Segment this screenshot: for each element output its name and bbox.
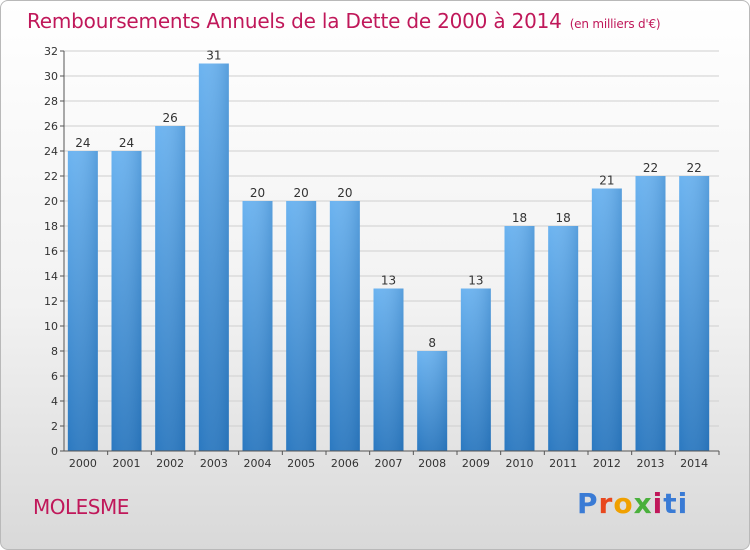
x-tick-label: 2013 [637,457,665,470]
x-tick-label: 2011 [549,457,577,470]
bar-shade [591,188,622,451]
bar-shade [155,126,186,451]
bar-shade [67,151,98,451]
data-label: 18 [556,211,571,225]
x-tick-label: 2010 [506,457,534,470]
x-tick-label: 2004 [244,457,272,470]
y-tick-label: 4 [51,395,58,408]
x-tick-label: 2006 [331,457,359,470]
y-tick-label: 20 [44,195,58,208]
brand-logo: Proxiti [577,487,688,520]
data-label: 8 [428,336,436,350]
bar-shade [242,201,273,451]
bar-shade [504,226,535,451]
x-tick-label: 2014 [680,457,708,470]
y-tick-label: 0 [51,445,58,458]
y-tick-label: 30 [44,70,58,83]
bar-shade [417,351,448,451]
x-tick-label: 2012 [593,457,621,470]
y-tick-label: 12 [44,295,58,308]
data-label: 20 [294,186,309,200]
bar-shade [198,63,229,451]
chart-title-text: Remboursements Annuels de la Dette de 20… [27,9,562,33]
y-tick-label: 6 [51,370,58,383]
brand-letter: i [652,487,664,520]
bar-shade [460,288,491,451]
chart-subtitle: (en milliers d'€) [569,17,661,31]
x-tick-label: 2005 [287,457,315,470]
data-label: 20 [250,186,265,200]
data-label: 22 [643,161,658,175]
y-tick-label: 28 [44,95,58,108]
bar-layer: 24 24 26 31 20 20 20 13 8 13 18 18 21 22 22 [67,49,710,451]
brand-letter: t [663,487,678,520]
y-tick-label: 24 [44,145,58,158]
bar-shade [679,176,710,451]
data-label: 20 [337,186,352,200]
y-tick-label: 26 [44,120,58,133]
y-tick-label: 8 [51,345,58,358]
data-label: 22 [687,161,702,175]
data-label: 18 [512,211,527,225]
bar-shade [635,176,666,451]
bar-shade [286,201,317,451]
brand-letter: P [577,487,599,520]
y-tick-label: 22 [44,170,58,183]
x-tick-label: 2000 [69,457,97,470]
data-label: 21 [599,174,614,188]
brand-letter: i [677,487,689,520]
bar-shade [111,151,142,451]
data-label: 24 [119,136,134,150]
y-tick-label: 16 [44,245,58,258]
bar-shade [373,288,404,451]
town-name: MOLESME [33,495,129,519]
x-tick-label: 2003 [200,457,228,470]
x-tick-label: 2008 [418,457,446,470]
y-tick-label: 18 [44,220,58,233]
data-label: 13 [381,274,396,288]
data-label: 24 [75,136,90,150]
y-tick-label: 2 [51,420,58,433]
y-tick-label: 10 [44,320,58,333]
brand-letter: r [598,487,614,520]
x-tick-label: 2009 [462,457,490,470]
bar-shade [329,201,360,451]
data-label: 13 [468,274,483,288]
data-label: 26 [163,111,178,125]
brand-letter: x [633,487,653,520]
x-tick-label: 2002 [156,457,184,470]
y-tick-label: 32 [44,45,58,58]
x-tick-label: 2001 [113,457,141,470]
bar-shade [548,226,579,451]
y-tick-label: 14 [44,270,58,283]
data-label: 31 [206,49,221,63]
x-tick-label: 2007 [375,457,403,470]
brand-letter: o [613,487,634,520]
chart-title: Remboursements Annuels de la Dette de 20… [27,9,661,33]
